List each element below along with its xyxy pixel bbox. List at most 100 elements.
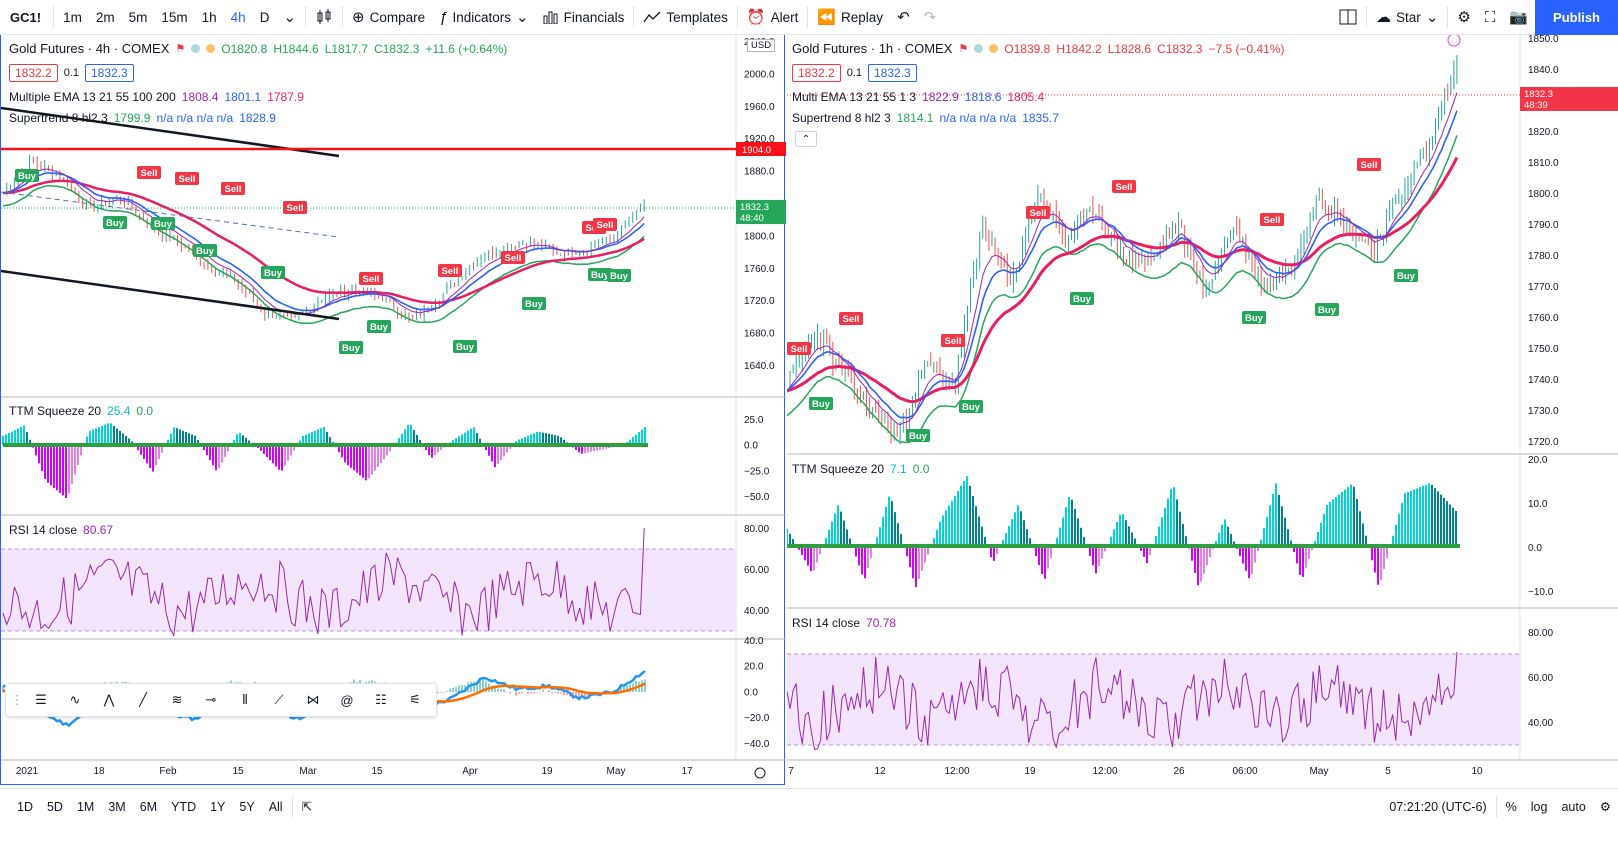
right-ttm-legend[interactable]: TTM Squeeze 20 7.1 0.0 — [792, 462, 929, 476]
horizontal-ray-icon[interactable]: ⊸ — [205, 692, 217, 707]
right-ema-legend[interactable]: Multi EMA 13 21 55 1 3 1822.9 1818.6 180… — [792, 90, 1044, 104]
rsi-line — [787, 651, 1458, 751]
layout-button[interactable] — [1332, 0, 1364, 35]
timeframe-4h[interactable]: 4h — [230, 9, 246, 25]
left-buy-price[interactable]: 1832.3 — [85, 64, 134, 82]
indicators-button[interactable]: ƒ Indicators ⌄ — [432, 0, 535, 35]
sell-signal-label: Sell — [945, 336, 962, 347]
range-All[interactable]: All — [268, 799, 283, 814]
range-3M[interactable]: 3M — [108, 799, 126, 814]
sell-signal-label: Sell — [1116, 182, 1133, 193]
fib-lines-icon[interactable]: ☰ — [35, 692, 47, 707]
compare-button[interactable]: ⊕ Compare — [345, 0, 432, 35]
timeframe-D[interactable]: D — [259, 9, 270, 25]
timeframe-1h[interactable]: 1h — [201, 9, 217, 25]
goto-date-button[interactable]: ⇱ — [295, 799, 319, 814]
buy-signal — [261, 266, 285, 279]
price-axis-label: 1880.0 — [744, 167, 775, 178]
sell-signal-label: Sell — [141, 168, 158, 179]
rsi-value: 80.67 — [83, 523, 114, 537]
timeframe-2m[interactable]: 2m — [95, 9, 115, 25]
undo-button[interactable]: ↶ — [890, 0, 917, 35]
symbol-search[interactable]: GC1! — [10, 9, 42, 25]
range-6M[interactable]: 6M — [139, 799, 158, 814]
timeframe-15m[interactable]: 15m — [161, 9, 188, 25]
right-supertrend-legend[interactable]: Supertrend 8 hl2 3 1814.1 n/a n/a n/a n/… — [792, 111, 1059, 125]
templates-label: Templates — [666, 9, 728, 25]
pattern-icon[interactable]: ⋈ — [306, 692, 320, 707]
clock[interactable]: 07:21:20 (UTC-6) — [1389, 799, 1487, 814]
rsi-value: 70.78 — [866, 616, 897, 630]
price-axis-label: 1960.0 — [744, 102, 775, 113]
auto-toggle[interactable]: auto — [1561, 799, 1586, 814]
left-bid-ask: 1832.2 0.1 1832.3 — [9, 64, 134, 82]
timeframe-1m[interactable]: 1m — [63, 9, 82, 25]
right-chart-canvas[interactable]: Sell Buy Sell Buy Sell Buy Sell Buy Sell Sell Buy B… — [787, 35, 1618, 785]
range-1Y[interactable]: 1Y — [210, 799, 226, 814]
left-ema-legend[interactable]: Multiple EMA 13 21 55 100 200 1808.4 180… — [9, 90, 304, 104]
buy-signal-label: Buy — [909, 431, 928, 442]
right-high: H1842.2 — [1056, 41, 1102, 56]
percent-toggle[interactable]: % — [1505, 799, 1517, 814]
buy-signal-label: Buy — [812, 399, 831, 410]
ray-icon[interactable]: ⟋ — [274, 692, 284, 707]
ruler-icon[interactable]: ☷ — [375, 692, 387, 707]
log-toggle[interactable]: log — [1530, 799, 1548, 814]
time-axis-label: 15 — [371, 766, 383, 777]
left-ttm-legend[interactable]: TTM Squeeze 20 25.4 0.0 — [9, 404, 153, 418]
financials-button[interactable]: Financials — [536, 0, 632, 35]
snapshot-button[interactable]: 📷 — [1502, 0, 1535, 35]
fullscreen-button[interactable]: ⛶ — [1478, 0, 1503, 35]
replay-button[interactable]: ⏪ Replay — [810, 0, 890, 35]
right-buy-price[interactable]: 1832.3 — [868, 64, 917, 82]
settings-lines-icon[interactable]: ⚟ — [409, 692, 421, 707]
wave-label-marker — [1447, 35, 1461, 47]
range-1D[interactable]: 1D — [17, 799, 33, 814]
supertrend-label: Supertrend 8 hl2 3 — [9, 111, 108, 125]
sell-signal — [1357, 158, 1381, 171]
left-chart-pane[interactable]: Buy Sell Sell Buy Buy Sell Buy Sell Buy Sell Buy Bu… — [0, 35, 786, 785]
left-supertrend-legend[interactable]: Supertrend 8 hl2 3 1799.9 n/a n/a n/a n/… — [9, 111, 276, 125]
timeframe-dropdown[interactable]: ⌄ — [276, 0, 303, 35]
range-YTD[interactable]: YTD — [171, 799, 197, 814]
trend-line-icon[interactable]: ╱ — [139, 692, 147, 707]
range-1M[interactable]: 1M — [76, 799, 95, 814]
chart-type-button[interactable] — [308, 0, 340, 35]
chart-settings-button[interactable]: ⚙ — [1593, 799, 1618, 814]
range-5D[interactable]: 5D — [46, 799, 63, 814]
collapse-legend-button[interactable]: ⌃ — [795, 131, 817, 147]
left-sell-price[interactable]: 1832.2 — [9, 64, 58, 82]
chevron-down-icon: ⌄ — [283, 9, 297, 26]
left-rsi-legend[interactable]: RSI 14 close 80.67 — [9, 523, 113, 537]
right-chart-title: Gold Futures · 1h · COMEX — [792, 41, 953, 56]
timeframe-5m[interactable]: 5m — [128, 9, 148, 25]
supertrend-line — [787, 135, 1458, 444]
right-sell-price[interactable]: 1832.2 — [792, 64, 841, 82]
abc-pattern-icon[interactable]: ⋀ — [103, 692, 115, 707]
redo-button[interactable]: ↷ — [917, 0, 944, 35]
currency-label[interactable]: USD — [747, 39, 776, 52]
buy-signal — [1315, 303, 1339, 316]
elliott-wave-icon[interactable]: ∿ — [69, 692, 81, 707]
star-button[interactable]: ☁ Star ⌄ — [1369, 0, 1445, 35]
settings-button[interactable]: ⚙ — [1450, 0, 1477, 35]
vertical-lines-icon[interactable]: ⦀ — [242, 692, 248, 707]
sell-signal-label: Sell — [1264, 215, 1281, 226]
indicator-axis-label: 40.00 — [1528, 718, 1553, 729]
price-axis-label: 1810.0 — [1528, 158, 1559, 169]
right-chart-pane[interactable]: Sell Buy Sell Buy Sell Buy Sell Buy Sell Sell Buy B… — [787, 35, 1618, 785]
fib-channel-icon[interactable]: ≋ — [171, 692, 183, 707]
buy-signal — [151, 217, 175, 230]
publish-button[interactable]: Publish — [1535, 0, 1618, 35]
buy-signal — [103, 216, 127, 229]
drag-handle-icon[interactable]: ⋮ — [10, 692, 24, 707]
spiral-icon[interactable]: @ — [340, 692, 354, 708]
range-5Y[interactable]: 5Y — [239, 799, 255, 814]
buy-signal — [522, 297, 546, 310]
right-rsi-legend[interactable]: RSI 14 close 70.78 — [792, 616, 896, 630]
alert-button[interactable]: ⏰ Alert — [740, 0, 805, 35]
ema-slow-line — [2, 179, 645, 305]
ttm-label: TTM Squeeze 20 — [792, 462, 885, 476]
templates-button[interactable]: Templates — [636, 0, 735, 35]
